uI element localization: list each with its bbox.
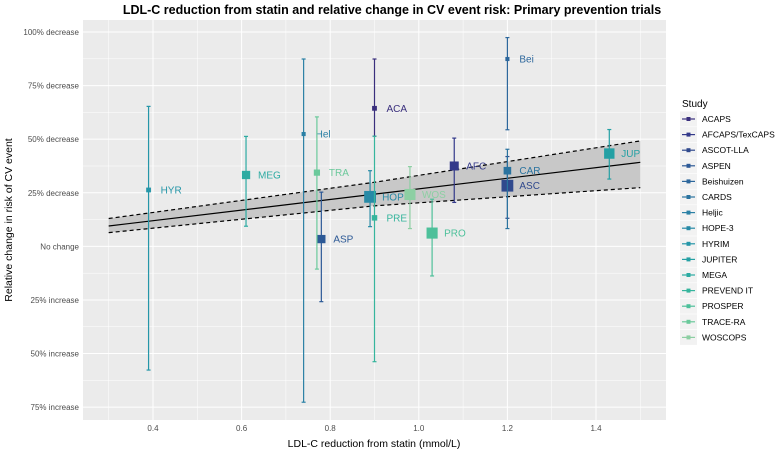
point-marker — [404, 188, 416, 201]
x-tick-label: 1.0 — [413, 424, 425, 433]
legend-item: HYRIM — [702, 239, 729, 249]
chart-title: LDL-C reduction from statin and relative… — [123, 3, 661, 17]
x-axis-title: LDL-C reduction from statin (mmol/L) — [288, 438, 461, 450]
y-tick-label: 50% decrease — [28, 135, 80, 144]
legend-key-marker — [686, 304, 691, 309]
point-marker — [604, 148, 615, 159]
legend-item: CARDS — [702, 192, 732, 202]
point-marker — [301, 131, 306, 137]
legend-key-marker — [686, 195, 691, 199]
y-axis-title: Relative change in risk of CV event — [3, 138, 15, 301]
point-marker — [317, 234, 326, 244]
point-label: ASC — [519, 181, 540, 192]
legend-key-marker — [686, 210, 691, 215]
x-tick-label: 0.4 — [147, 424, 159, 433]
point-label: HYR — [161, 185, 182, 196]
x-tick-labels: 0.4 0.6 0.8 1.0 1.2 1.4 — [147, 424, 602, 433]
x-tick-label: 1.2 — [502, 424, 514, 433]
legend-key-marker — [686, 163, 691, 168]
point-marker — [364, 190, 376, 203]
legend-item: ACAPS — [702, 114, 731, 124]
legend-item: Heljic — [702, 208, 724, 218]
y-tick-label: 25% decrease — [28, 189, 80, 198]
point-label: JUP — [621, 149, 640, 160]
y-tick-label: 75% decrease — [28, 82, 80, 91]
y-tick-label: 75% increase — [31, 403, 80, 412]
point-label: ASP — [333, 235, 353, 246]
point-label: PRO — [444, 229, 466, 240]
legend-item: AFCAPS/TexCAPS — [702, 130, 775, 140]
legend: Study ACAPS AFCAPS/TexCAPS ASCOT-LLA ASPEN B… — [680, 99, 775, 345]
legend-item: HOPE-3 — [702, 223, 734, 233]
y-tick-label: 50% increase — [31, 350, 80, 359]
legend-item: PREVEND IT — [702, 286, 753, 296]
point-label: TRA — [329, 168, 349, 179]
legend-item: JUPITER — [702, 254, 737, 264]
legend-item: ASCOT-LLA — [702, 145, 749, 155]
legend-key-marker — [686, 257, 691, 262]
point-marker — [313, 169, 321, 176]
point-label: ACA — [387, 104, 408, 115]
y-tick-label: 100% decrease — [23, 28, 79, 37]
y-tick-label: No change — [40, 242, 79, 251]
point-label: AFC — [466, 161, 486, 172]
point-label: Bei — [519, 55, 533, 66]
point-label: CAR — [519, 166, 540, 177]
legend-item: TRACE-RA — [702, 317, 746, 327]
legend-key-marker — [686, 273, 691, 277]
legend-key-marker — [686, 319, 691, 324]
data-points: ACA AFC ASC ASP Bei CAR Hel HOP HYR JUP MEG PRE PRO T… — [146, 36, 641, 403]
point-marker — [426, 227, 438, 239]
point-marker — [505, 56, 510, 62]
point-marker — [241, 170, 251, 180]
legend-key-marker — [686, 241, 691, 246]
point-label: WOS — [422, 190, 446, 201]
legend-item: Beishuizen — [702, 176, 744, 186]
point-marker — [371, 215, 378, 221]
legend-item: WOSCOPS — [702, 332, 747, 342]
point-label: Hel — [316, 130, 331, 141]
legend-title: Study — [682, 99, 708, 110]
point-label: HOP — [382, 192, 404, 203]
legend-item: MEGA — [702, 270, 727, 280]
point-marker — [146, 187, 151, 193]
point-label: PRE — [387, 213, 408, 224]
legend-key-marker — [686, 148, 691, 153]
legend-key-marker — [686, 117, 691, 121]
legend-key-marker — [686, 335, 691, 340]
legend-key-marker — [686, 132, 691, 137]
point-marker — [372, 105, 377, 111]
y-tick-label: 25% increase — [31, 296, 80, 305]
x-tick-label: 1.4 — [590, 424, 602, 433]
y-tick-labels: 100% decrease 75% decrease 50% decrease 25%… — [23, 28, 79, 412]
legend-key-marker — [686, 226, 691, 231]
legend-item: ASPEN — [702, 161, 731, 171]
point-marker — [449, 161, 459, 171]
x-tick-label: 0.6 — [236, 424, 248, 433]
x-tick-label: 0.8 — [325, 424, 337, 433]
legend-key-marker — [686, 288, 691, 293]
point-marker — [503, 166, 512, 175]
legend-item: PROSPER — [702, 301, 744, 311]
point-label: MEG — [258, 170, 281, 181]
legend-key-marker — [686, 179, 691, 184]
